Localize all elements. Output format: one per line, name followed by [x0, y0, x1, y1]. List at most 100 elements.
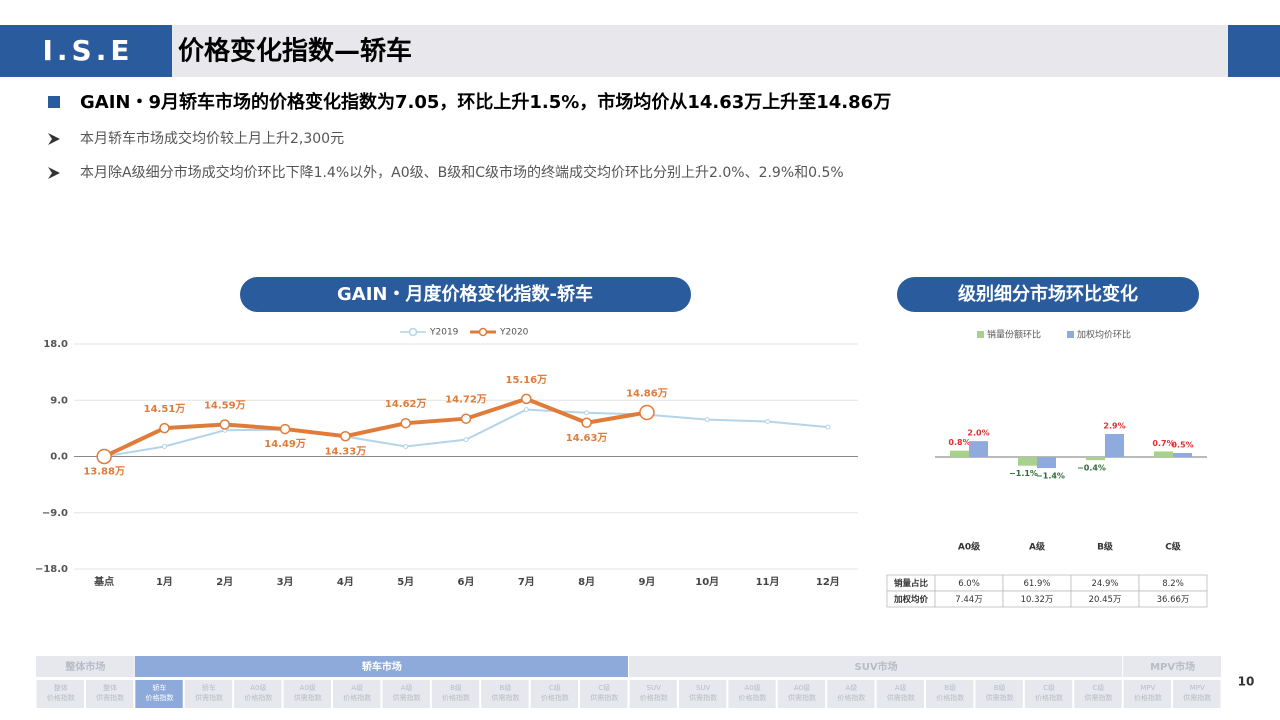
nav-item [926, 680, 974, 708]
value-label: −1.4% [1036, 472, 1065, 481]
x-tick-label: 2月 [216, 576, 233, 588]
legend-label: 加权均价环比 [1077, 329, 1131, 341]
bar [1086, 457, 1105, 461]
point [279, 423, 291, 435]
nav-item-label: 供需指数 [1183, 693, 1211, 702]
page-number: 10 [1238, 675, 1255, 689]
point [96, 448, 112, 465]
nav-item [678, 680, 727, 708]
nav-item-label: 价格指数 [343, 693, 371, 702]
bar [1018, 457, 1037, 466]
nav-item-label: 价格指数 [936, 693, 964, 702]
nav-item [975, 680, 1023, 708]
nav-item-label: 供需指数 [788, 693, 816, 702]
point-label: 14.72万 [445, 394, 487, 406]
nav-item-label: C级 [598, 683, 610, 692]
nav-item [777, 680, 826, 708]
nav-item-label: 价格指数 [1035, 693, 1063, 702]
nav-item [283, 680, 331, 708]
nav-item-label: A0级 [300, 683, 316, 692]
point [403, 444, 409, 449]
nav-item-label: 供需指数 [689, 693, 717, 702]
chart-title-pill [240, 277, 691, 312]
table-text: 24.9% [1091, 579, 1118, 589]
legend-marker [408, 327, 418, 337]
table-text: 8.2% [1162, 579, 1184, 589]
legend-label: Y2019 [429, 328, 459, 338]
x-tick-label: 基点 [93, 575, 114, 588]
bar [969, 441, 988, 457]
y-tick-label: −9.0 [42, 508, 68, 519]
logo: I.S.E [43, 34, 134, 67]
nav-item-label: 供需指数 [887, 693, 915, 702]
x-tick-label: 1月 [156, 576, 173, 588]
nav-item-label: 供需指数 [986, 693, 1014, 702]
nav-item-label: 供需指数 [393, 693, 421, 702]
nav-item-label: A级 [845, 683, 857, 692]
nav-item-label: 价格指数 [146, 693, 174, 702]
nav-item [36, 680, 84, 708]
nav-item [333, 680, 381, 708]
nav-item-label: A0级 [744, 683, 760, 692]
x-tick-label: 3月 [277, 576, 294, 588]
nav-item-label: A级 [895, 683, 907, 692]
bar [1037, 457, 1056, 469]
value-label: 2.9% [1103, 422, 1125, 431]
bar [1105, 434, 1124, 457]
nav-item [382, 680, 430, 708]
point-label: 14.63万 [566, 432, 608, 444]
point [523, 407, 529, 413]
y-tick-label: 0.0 [50, 452, 68, 463]
nav-item-label: 价格指数 [442, 693, 470, 702]
nav-item-label: C级 [549, 683, 561, 692]
y-tick-label: −18.0 [35, 564, 68, 575]
nav-item [85, 680, 134, 708]
nav-group [629, 656, 1123, 677]
y-tick-label: 9.0 [50, 395, 68, 406]
point-label: 14.59万 [204, 400, 246, 412]
chart-title: GAIN・月度价格变化指数-轿车 [337, 283, 593, 305]
table-text: 36.66万 [1157, 595, 1190, 605]
nav-item [135, 680, 183, 708]
table-text: 61.9% [1023, 579, 1050, 589]
table-text: 加权均价 [893, 594, 929, 605]
nav-item-label: A0级 [250, 683, 266, 692]
nav-item-label: B级 [500, 683, 512, 692]
nav-item-label: 供需指数 [195, 693, 223, 702]
legend-marker [478, 327, 488, 337]
nav-item [827, 680, 875, 708]
nav-item [629, 680, 677, 708]
value-label: 0.7% [1152, 439, 1174, 448]
nav-item-label: A级 [351, 683, 363, 692]
nav-item-label: B级 [944, 683, 956, 692]
point [219, 419, 231, 430]
arrow-bullet [48, 167, 60, 179]
x-tick-label: 5月 [397, 576, 414, 588]
x-tick-label: 8月 [578, 576, 595, 588]
headline: GAIN・9月轿车市场的价格变化指数为7.05，环比上升1.5%，市场均价从14… [80, 91, 891, 113]
point-label: 14.49万 [264, 438, 306, 450]
table-text: 7.44万 [955, 595, 982, 605]
point [825, 424, 831, 430]
x-tick-label: 4月 [337, 576, 354, 588]
nav-item [234, 680, 282, 708]
nav-item [1074, 680, 1122, 708]
point [704, 417, 710, 423]
value-label: 0.8% [948, 438, 970, 447]
x-tick-label: 6月 [458, 576, 475, 588]
y-tick-label: 18.0 [43, 339, 68, 350]
x-tick-label: 12月 [816, 576, 840, 588]
table-cell [1138, 590, 1208, 608]
nav-item-label: 供需指数 [590, 693, 618, 702]
nav-item-label: C级 [1043, 683, 1055, 692]
x-tick-label: 7月 [518, 576, 535, 588]
nav-item [431, 680, 480, 708]
point [765, 419, 771, 424]
value-label: 2.0% [967, 429, 989, 438]
value-label: −0.4% [1077, 464, 1106, 473]
nav-item [580, 680, 628, 708]
x-tick-label: 11月 [756, 576, 780, 588]
legend-swatch [1067, 331, 1074, 338]
bullet [48, 96, 60, 108]
